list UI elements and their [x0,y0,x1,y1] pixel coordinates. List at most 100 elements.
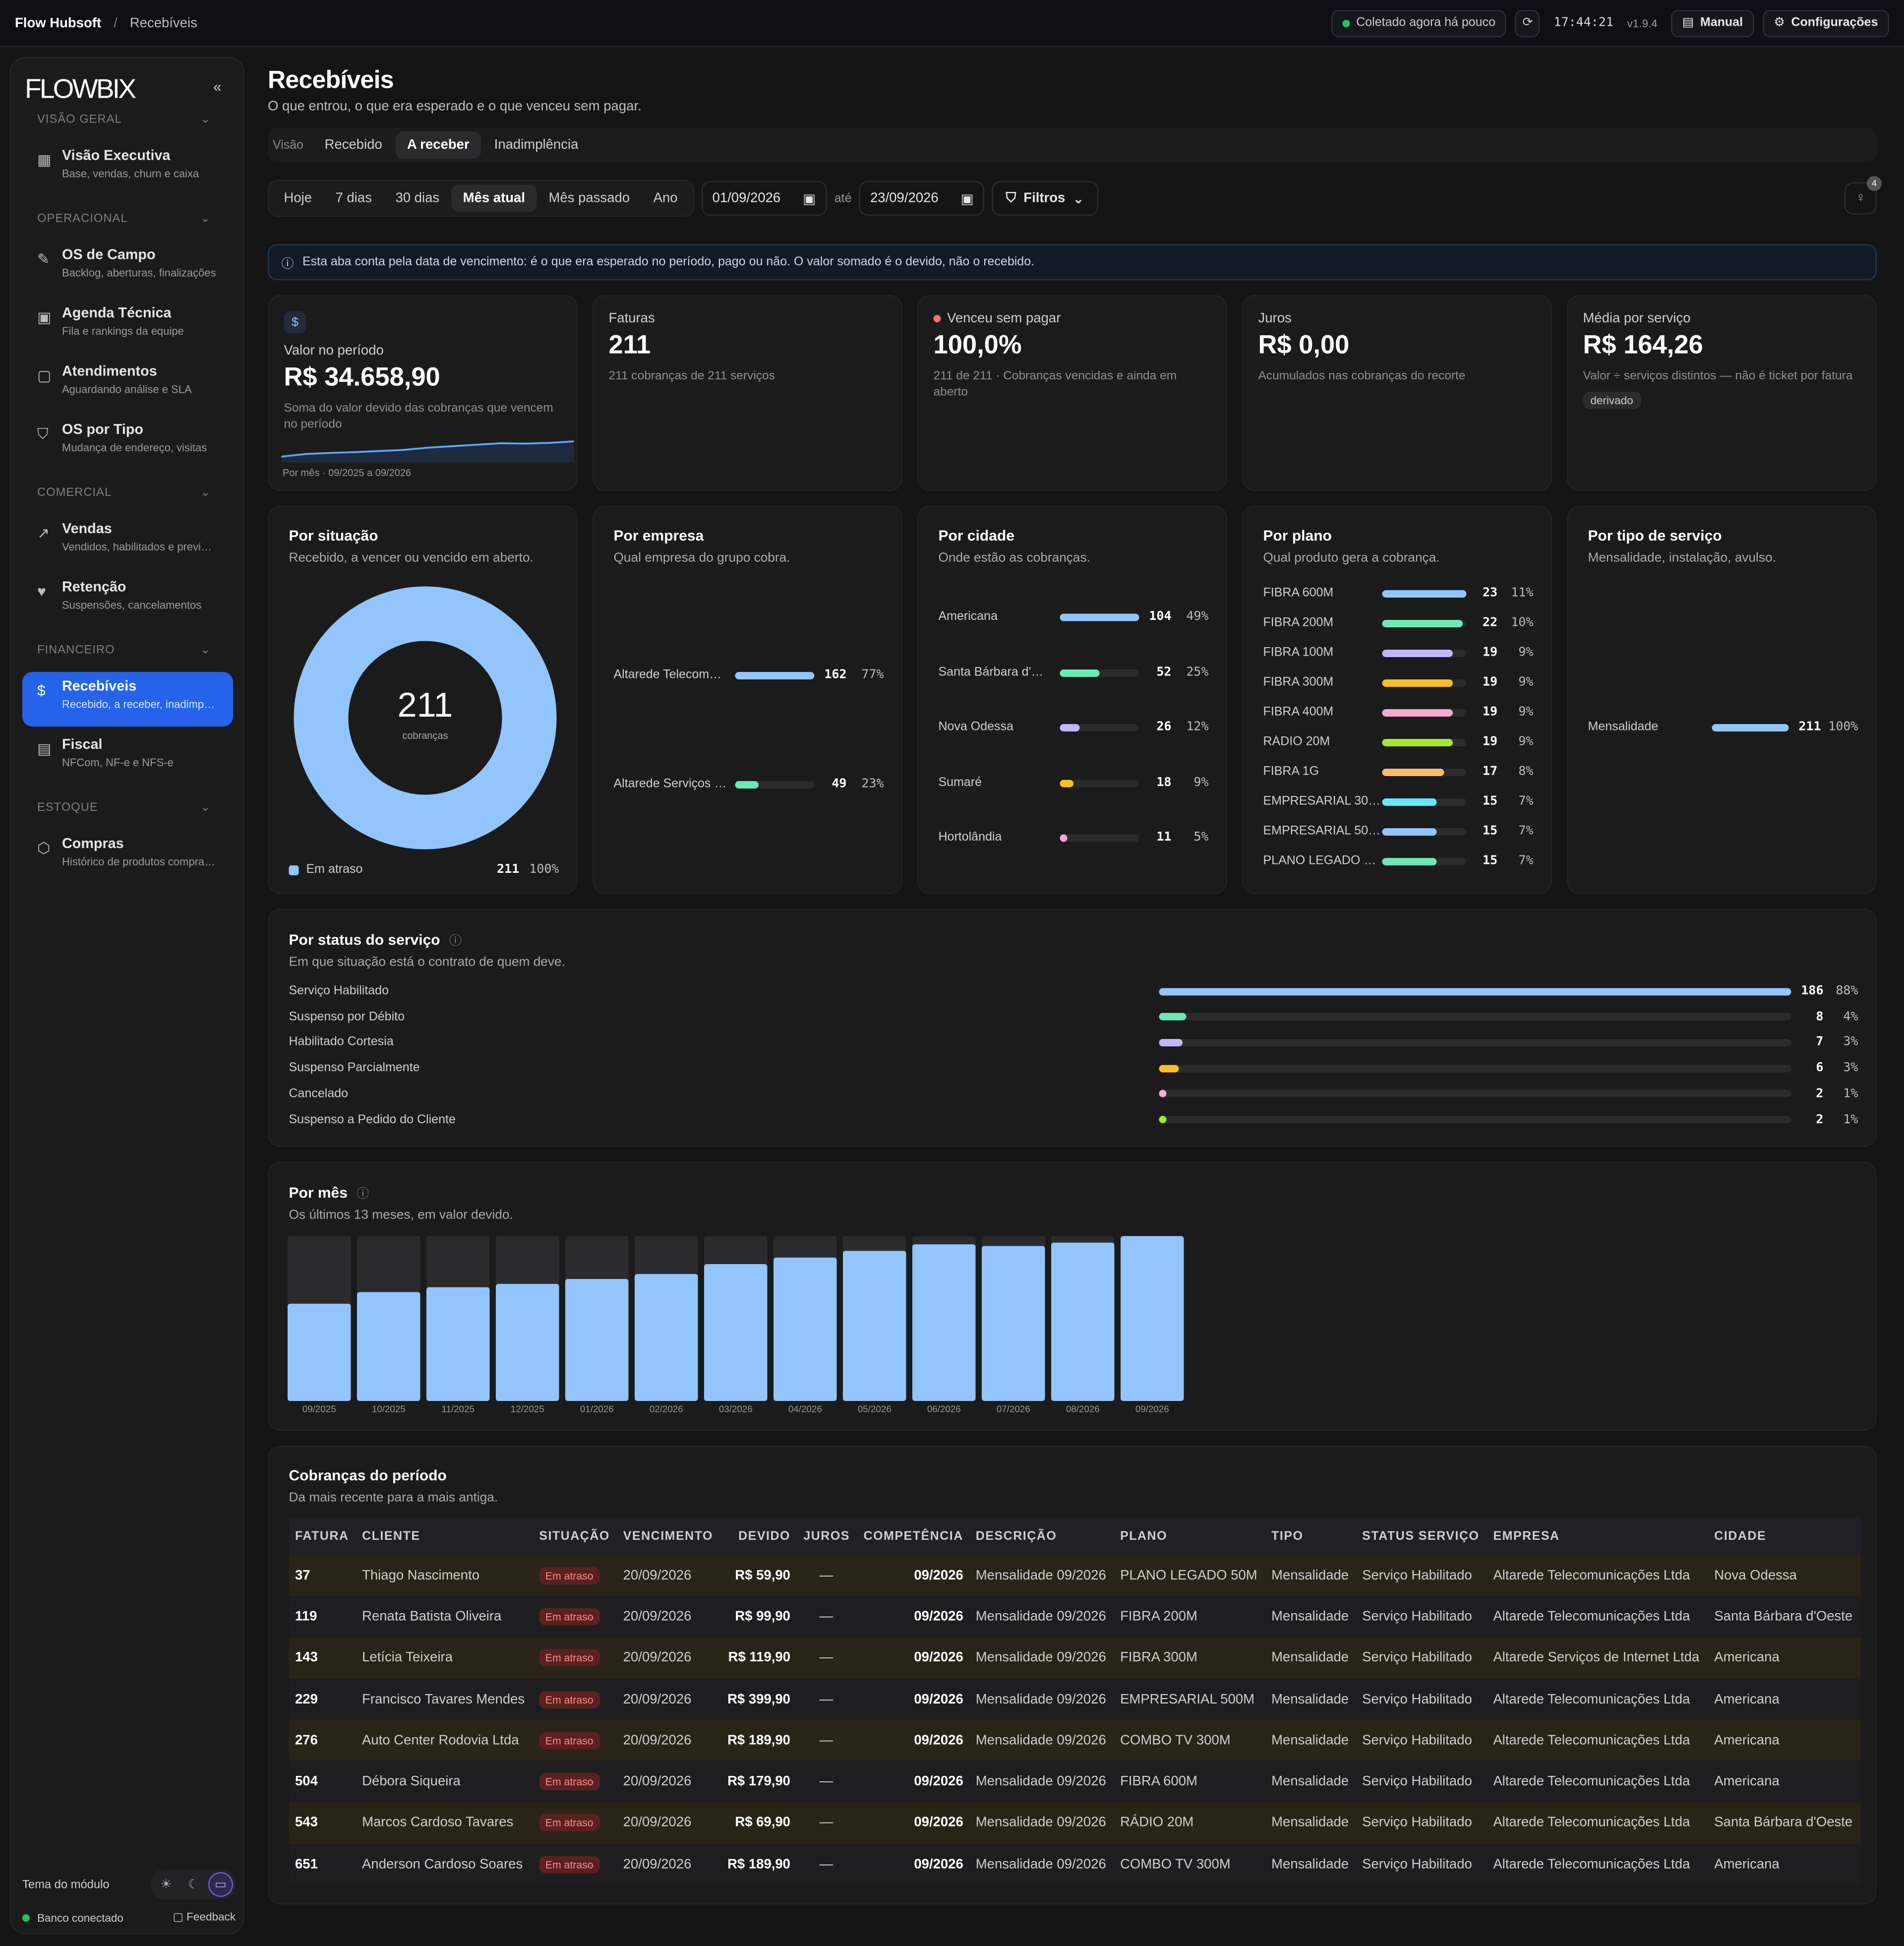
plano-row[interactable]: EMPRESARIAL 500M 15 7% [1263,825,1534,839]
date-to-input[interactable]: 23/09/2026 ▣ [859,181,985,216]
feedback-button[interactable]: ▢ Feedback [173,1911,236,1925]
sidebar-item-0[interactable]: ▦ Visão Executiva Base, vendas, churn e ca… [22,141,233,196]
column-header[interactable]: DEVIDO [720,1518,797,1555]
sun-icon[interactable]: ☀ [160,1878,172,1891]
bar-10/2025[interactable] [357,1292,420,1401]
sidebar-item-1[interactable]: ▤ Fiscal NFCom, NF-e e NFS-e [22,730,233,785]
column-header[interactable]: JUROS [796,1518,856,1555]
plano-bar-fill [1382,797,1437,805]
column-header[interactable]: DESCRIÇÃO [969,1518,1114,1555]
insights-button[interactable]: ♀ 4 [1844,176,1882,215]
refresh-button[interactable]: ⟳ [1515,9,1541,37]
status-row[interactable]: Serviço Habilitado 186 88% [289,984,1858,998]
column-header[interactable]: CLIENTE [356,1518,533,1555]
bar-12/2025[interactable] [496,1283,559,1401]
nav-section-2[interactable]: COMERCIAL ⌄ [37,486,211,500]
cidade-row[interactable]: Sumaré 18 9% [939,776,1209,790]
bar-02/2026[interactable] [635,1274,698,1401]
nav-section-4[interactable]: ESTOQUE ⌄ [37,801,211,815]
plano-row[interactable]: RÁDIO 20M 19 9% [1263,735,1534,749]
donut-slice-em-atraso[interactable] [294,586,557,850]
cidade-row[interactable]: Nova Odessa 26 12% [939,721,1209,734]
tipo-row[interactable]: Mensalidade 211 100% [1588,721,1858,734]
date-from-input[interactable]: 01/09/2026 ▣ [701,181,827,216]
plano-row[interactable]: FIBRA 400M 19 9% [1263,706,1534,720]
cidade-row[interactable]: Santa Bárbara d'Oeste 52 25% [939,666,1209,680]
status-row[interactable]: Habilitado Cortesia 7 3% [289,1035,1858,1049]
sidebar-item-0[interactable]: ↗ Vendas Vendidos, habilitados e previstos [22,515,233,569]
status-row[interactable]: Suspenso a Pedido do Cliente 2 1% [289,1113,1858,1127]
tab-1[interactable]: A receber [396,131,481,159]
range-option-2[interactable]: 30 dias [395,191,440,206]
column-header[interactable]: STATUS SERVIÇO [1356,1518,1487,1555]
nav-section-0[interactable]: VISÃO GERAL ⌄ [37,113,211,127]
monitor-icon[interactable]: ▭ [208,1872,233,1897]
column-header[interactable]: TIPO [1265,1518,1356,1555]
range-option-4[interactable]: Mês passado [548,191,630,206]
range-option-3[interactable]: Mês atual [452,184,536,212]
range-option-5[interactable]: Ano [653,191,678,206]
bar-11/2025[interactable] [426,1287,490,1401]
nav-section-3[interactable]: FINANCEIRO ⌄ [37,644,211,658]
bar-06/2026[interactable] [912,1244,976,1401]
column-header[interactable]: CIDADE [1708,1518,1861,1555]
cidade-row[interactable]: Hortolândia 11 5% [939,831,1209,845]
info-icon[interactable]: ⓘ [357,1188,369,1202]
column-header[interactable]: PLANO [1114,1518,1265,1555]
sidebar-item-2[interactable]: ▢ Atendimentos Aguardando análise e SLA [22,357,233,412]
bar-07/2026[interactable] [982,1246,1045,1401]
table-row[interactable]: 651 Anderson Cardoso Soares Em atraso 20/09… [289,1843,1861,1885]
empresa-row[interactable]: Altarede Serviços de Internet Ltda 49 23% [614,778,884,791]
bar-09/2025[interactable] [288,1303,351,1401]
manual-button[interactable]: ▤ Manual [1671,9,1754,37]
tab-2[interactable]: Inadimplência [494,137,579,153]
bar-08/2026[interactable] [1051,1242,1115,1401]
plano-row[interactable]: FIBRA 100M 19 9% [1263,646,1534,660]
sidebar-item-1[interactable]: ▣ Agenda Técnica Fila e rankings da equipe [22,299,233,354]
table-row[interactable]: 276 Auto Center Rodovia Ltda Em atraso 20/0… [289,1719,1861,1762]
plano-row[interactable]: FIBRA 300M 19 9% [1263,676,1534,690]
plano-row-label: FIBRA 600M [1263,586,1334,601]
bar-05/2026[interactable] [843,1251,906,1401]
plano-row[interactable]: FIBRA 1G 17 8% [1263,765,1534,779]
app-title[interactable]: Flow Hubsoft [15,15,102,31]
filters-button[interactable]: ⛉ Filtros ⌄ [992,181,1098,216]
table-row[interactable]: 504 Débora Siqueira Em atraso 20/09/2026 R$ … [289,1761,1861,1803]
empresa-row[interactable]: Altarede Telecomunicações Ltda 162 77% [614,669,884,682]
bar-09/2026[interactable] [1121,1236,1184,1401]
column-header[interactable]: VENCIMENTO [617,1518,720,1555]
tab-0[interactable]: Recebido [324,137,382,153]
bar-01/2026[interactable] [565,1278,629,1401]
table-row[interactable]: 543 Marcos Cardoso Tavares Em atraso 20/09/… [289,1802,1861,1844]
range-option-0[interactable]: Hoje [284,191,312,206]
table-row[interactable]: 37 Thiago Nascimento Em atraso 20/09/2026 R$… [289,1555,1861,1596]
nav-section-1[interactable]: OPERACIONAL ⌄ [37,212,211,226]
table-row[interactable]: 119 Renata Batista Oliveira Em atraso 20/09… [289,1596,1861,1638]
plano-row[interactable]: EMPRESARIAL 300M 15 7% [1263,795,1534,809]
collapse-sidebar-button[interactable]: « [213,78,222,96]
info-icon[interactable]: ⓘ [449,935,462,949]
status-row[interactable]: Suspenso por Débito 8 4% [289,1010,1858,1024]
table-row[interactable]: 143 Letícia Teixeira Em atraso 20/09/2026 R$… [289,1637,1861,1679]
plano-row[interactable]: FIBRA 600M 23 11% [1263,587,1534,601]
column-header[interactable]: EMPRESA [1487,1518,1708,1555]
sidebar-item-3[interactable]: ⛉ OS por Tipo Mudança de endereço, visitas [22,416,233,470]
plano-row[interactable]: FIBRA 200M 22 10% [1263,616,1534,630]
column-header[interactable]: FATURA [289,1518,356,1555]
cidade-row[interactable]: Americana 104 49% [939,610,1209,624]
column-header[interactable]: COMPETÊNCIA [856,1518,970,1555]
bar-04/2026[interactable] [774,1257,837,1401]
column-header[interactable]: SITUAÇÃO [533,1518,617,1555]
config-button[interactable]: ⚙ Configurações [1763,9,1889,37]
sidebar-item-0[interactable]: ⬡ Compras Histórico de produtos comprados [22,830,233,884]
moon-icon[interactable]: ☾ [187,1878,199,1891]
table-row[interactable]: 229 Francisco Tavares Mendes Em atraso 20/0… [289,1678,1861,1720]
status-row[interactable]: Cancelado 2 1% [289,1087,1858,1101]
bar-03/2026[interactable] [704,1264,768,1401]
sidebar-item-1[interactable]: ♥ Retenção Suspensões, cancelamentos [22,573,233,627]
plano-row[interactable]: PLANO LEGADO 50M 15 7% [1263,854,1534,868]
range-option-1[interactable]: 7 dias [335,191,372,206]
sidebar-item-0[interactable]: ✎ OS de Campo Backlog, aberturas, finaliza… [22,241,233,295]
status-row[interactable]: Suspenso Parcialmente 6 3% [289,1061,1858,1075]
sidebar-item-0[interactable]: $ Recebíveis Recebido, a receber, inadimpl… [22,672,233,727]
